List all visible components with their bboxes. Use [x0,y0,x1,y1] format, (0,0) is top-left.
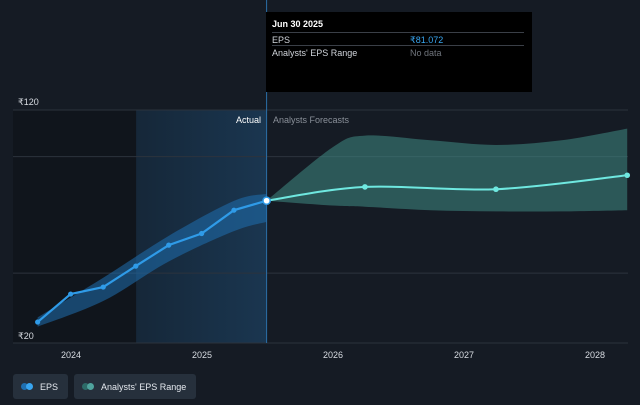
y-tick-label-top: ₹120 [18,97,39,107]
eps-current-point [262,196,271,206]
tooltip-range-value: No data [410,48,442,58]
chart-legend: EPS Analysts' EPS Range [13,374,197,399]
y-tick-label-bottom: ₹20 [18,331,34,341]
eps-actual-point [231,207,237,213]
tooltip: Jun 30 2025 EPS ₹81.072 Analysts' EPS Ra… [266,12,532,92]
actual-region-label: Actual [235,115,261,125]
eps-actual-point [100,284,106,290]
eps-legend-swatch-icon [21,383,34,390]
tooltip-range-row: Analysts' EPS Range No data [272,45,524,59]
eps-forecast-point [362,184,368,190]
eps-actual-point [35,319,41,325]
eps-actual-point [68,291,74,297]
x-tick-label-2028: 2028 [584,350,606,360]
tooltip-eps-row: EPS ₹81.072 [272,32,524,46]
forecast-eps-range-band [266,128,628,212]
eps-actual-point [199,230,205,237]
legend-range-toggle[interactable]: Analysts' EPS Range [74,374,197,399]
legend-eps-label: EPS [40,381,59,392]
eps-forecast-line [266,174,628,202]
x-tick-label-2026: 2026 [322,350,344,360]
forecast-region-label: Analysts Forecasts [273,115,350,125]
tooltip-eps-value: ₹81.072 [410,35,444,45]
eps-forecast-point [493,186,499,193]
eps-actual-point [133,263,139,269]
x-tick-label-2027: 2027 [453,350,475,360]
range-legend-swatch-icon [82,383,95,390]
eps-actual-line [36,199,267,323]
tooltip-eps-label: EPS [272,35,291,45]
eps-forecast-point [624,172,631,179]
eps-actual-point [166,242,172,248]
legend-eps-toggle[interactable]: EPS [13,374,69,399]
tooltip-date: Jun 30 2025 [272,19,324,29]
x-tick-label-2024: 2024 [60,350,82,360]
tooltip-range-label: Analysts' EPS Range [272,48,358,58]
x-tick-label-2025: 2025 [191,350,213,360]
legend-range-label: Analysts' EPS Range [101,381,187,392]
